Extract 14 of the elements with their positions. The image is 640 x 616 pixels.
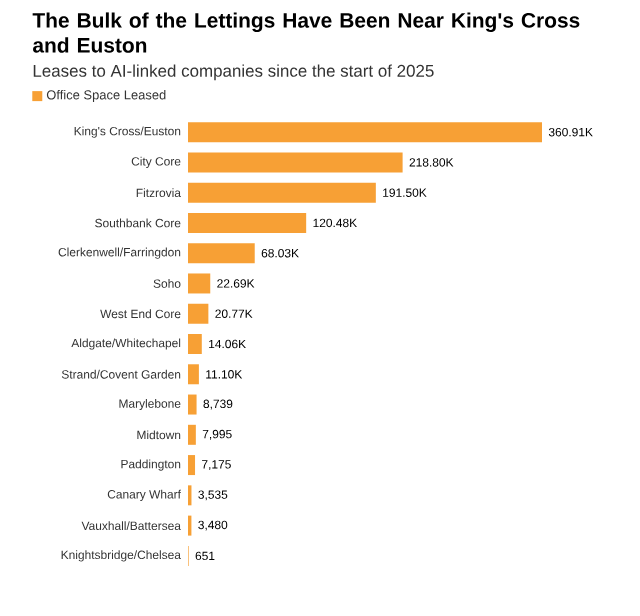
chart-subtitle: Leases to AI-linked companies since the start of 2025 — [33, 64, 434, 81]
bar — [188, 424, 196, 445]
bar — [188, 364, 199, 385]
bar — [188, 212, 307, 233]
bar — [188, 334, 202, 355]
bar — [188, 243, 255, 264]
bar — [188, 394, 197, 415]
bar — [188, 152, 403, 173]
chart-title: The Bulk of the Lettings Have Been Near King's Cross and Euston — [32, 12, 580, 53]
bar — [188, 182, 376, 203]
bar — [188, 273, 211, 294]
bar — [188, 455, 196, 476]
bar — [188, 122, 542, 143]
bar — [188, 303, 209, 324]
